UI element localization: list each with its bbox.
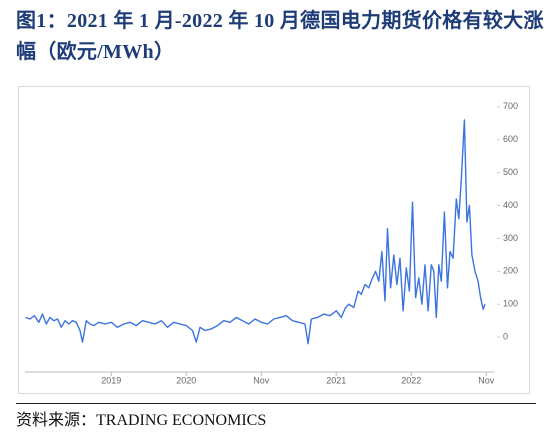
chart-title: 图1：2021 年 1 月-2022 年 10 月德国电力期货价格有较大涨幅（欧… <box>16 10 544 63</box>
y-tick-label: 700 <box>503 101 518 111</box>
y-tick-label: 0 <box>503 332 508 342</box>
x-tick-label: 2021 <box>326 375 346 385</box>
x-tick-label: 2020 <box>176 375 196 385</box>
y-tick-label: 500 <box>503 167 518 177</box>
chart-frame <box>18 86 530 394</box>
x-tick-label: 2019 <box>101 375 121 385</box>
y-tick-label: 600 <box>503 134 518 144</box>
data-line <box>25 119 486 345</box>
y-tick-label: 300 <box>503 233 518 243</box>
y-tick-label: 100 <box>503 299 518 309</box>
y-tick-label: 400 <box>503 200 518 210</box>
y-tick-label: 200 <box>503 266 518 276</box>
x-tick-label: Nov <box>253 375 270 385</box>
x-tick-label: 2022 <box>401 375 421 385</box>
source-note: 资料来源：TRADING ECONOMICS <box>16 403 536 430</box>
x-tick-label: Nov <box>478 375 495 385</box>
